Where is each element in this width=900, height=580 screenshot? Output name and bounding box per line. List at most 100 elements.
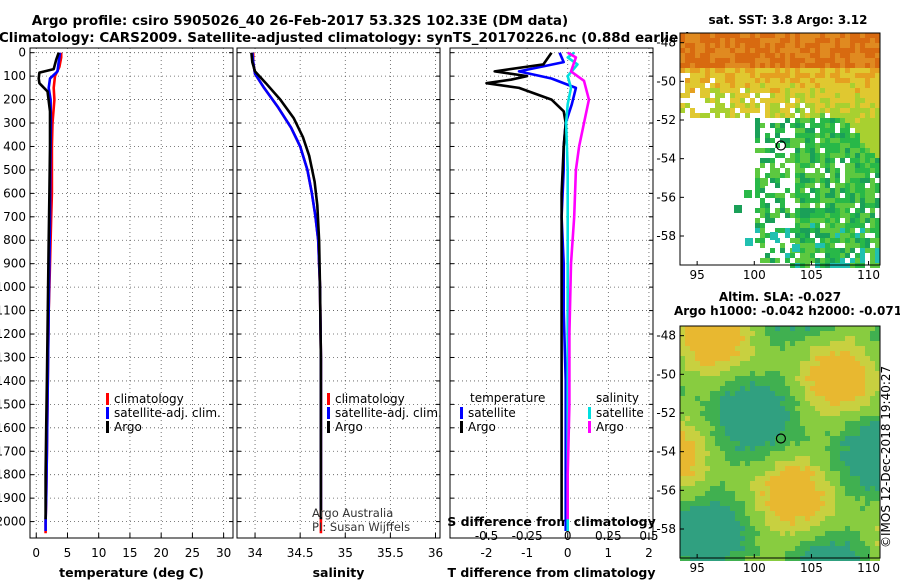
map-cell bbox=[760, 456, 765, 461]
map-cell bbox=[800, 73, 805, 78]
map-cell bbox=[780, 63, 785, 68]
map-cell bbox=[725, 466, 730, 471]
map-cell bbox=[760, 341, 765, 346]
map-cell bbox=[720, 506, 725, 511]
map-cell bbox=[720, 511, 725, 516]
map-cell bbox=[765, 258, 770, 263]
map-cell bbox=[825, 178, 830, 183]
map-cell bbox=[825, 461, 830, 466]
map-cell bbox=[725, 88, 730, 93]
map-cell bbox=[820, 376, 825, 381]
map-cell bbox=[870, 228, 875, 233]
map-cell bbox=[830, 143, 835, 148]
sst-field bbox=[680, 33, 880, 268]
map-cell bbox=[730, 516, 735, 521]
map-cell bbox=[860, 361, 865, 366]
map-cell bbox=[805, 248, 810, 253]
map-cell bbox=[770, 356, 775, 361]
map-cell bbox=[740, 416, 745, 421]
map-cell bbox=[700, 471, 705, 476]
map-cell bbox=[825, 396, 830, 401]
map-cell bbox=[850, 456, 855, 461]
map-cell bbox=[740, 421, 745, 426]
map-cell bbox=[780, 436, 785, 441]
map-cell bbox=[845, 168, 850, 173]
map-cell bbox=[785, 138, 790, 143]
map-cell bbox=[730, 451, 735, 456]
map-cell bbox=[770, 336, 775, 341]
map-cell bbox=[740, 68, 745, 73]
map-cell bbox=[860, 208, 865, 213]
map-cell bbox=[845, 421, 850, 426]
map-cell bbox=[870, 63, 875, 68]
map-cell bbox=[825, 93, 830, 98]
map-cell bbox=[755, 326, 760, 331]
map-cell bbox=[770, 48, 775, 53]
map-cell bbox=[750, 58, 755, 63]
map-cell bbox=[825, 526, 830, 531]
map-cell bbox=[835, 198, 840, 203]
map-cell bbox=[820, 416, 825, 421]
map-cell bbox=[820, 426, 825, 431]
map-cell bbox=[780, 376, 785, 381]
map-cell bbox=[865, 371, 870, 376]
map-cell bbox=[860, 103, 865, 108]
map-cell bbox=[855, 446, 860, 451]
map-cell bbox=[720, 376, 725, 381]
map-cell bbox=[745, 238, 753, 246]
map-cell bbox=[850, 486, 855, 491]
map-cell bbox=[715, 366, 720, 371]
map-cell bbox=[720, 386, 725, 391]
map-cell bbox=[715, 411, 720, 416]
map-cell bbox=[755, 371, 760, 376]
map-cell bbox=[735, 461, 740, 466]
map-cell bbox=[845, 481, 850, 486]
map-cell bbox=[745, 471, 750, 476]
map-cell bbox=[835, 331, 840, 336]
map-cell bbox=[840, 248, 845, 253]
map-cell bbox=[810, 108, 815, 113]
map-cell bbox=[865, 531, 870, 536]
map-cell bbox=[865, 396, 870, 401]
map-cell bbox=[780, 551, 785, 556]
map-cell bbox=[800, 336, 805, 341]
map-cell bbox=[785, 258, 790, 263]
map-cell bbox=[800, 203, 805, 208]
map-cell bbox=[805, 326, 810, 331]
map-cell bbox=[760, 233, 765, 238]
map-cell bbox=[870, 48, 875, 53]
map-cell bbox=[690, 491, 695, 496]
map-cell bbox=[870, 128, 875, 133]
map-cell bbox=[685, 391, 690, 396]
map-cell bbox=[855, 163, 860, 168]
map-cell bbox=[735, 381, 740, 386]
map-cell bbox=[780, 58, 785, 63]
map-cell bbox=[785, 53, 790, 58]
map-cell bbox=[715, 506, 720, 511]
map-cell bbox=[770, 411, 775, 416]
map-cell bbox=[835, 436, 840, 441]
map-cell bbox=[765, 406, 770, 411]
map-cell bbox=[745, 516, 750, 521]
map-cell bbox=[870, 451, 875, 456]
map-cell bbox=[820, 386, 825, 391]
map-cell bbox=[780, 248, 785, 253]
x-tick-label: 35 bbox=[338, 546, 353, 560]
map-cell bbox=[790, 73, 795, 78]
difference-legend: temperature satellite Argo salinity sate… bbox=[460, 391, 644, 434]
map-cell bbox=[790, 356, 795, 361]
map-cell bbox=[870, 461, 875, 466]
map-cell bbox=[710, 63, 715, 68]
map-cell bbox=[715, 68, 720, 73]
map-cell bbox=[775, 88, 780, 93]
map-cell bbox=[855, 326, 860, 331]
map-cell bbox=[755, 521, 760, 526]
map-cell bbox=[760, 188, 765, 193]
map-cell bbox=[780, 73, 785, 78]
map-cell bbox=[845, 366, 850, 371]
map-cell bbox=[795, 103, 800, 108]
map-cell bbox=[815, 386, 820, 391]
map-cell bbox=[850, 148, 855, 153]
map-cell bbox=[775, 336, 780, 341]
map-cell bbox=[800, 411, 805, 416]
